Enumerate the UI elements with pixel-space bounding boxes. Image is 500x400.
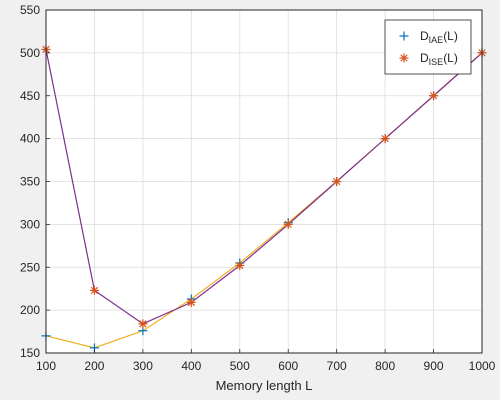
data-point-series-2 [283, 219, 293, 229]
data-point-series-2 [186, 297, 196, 307]
y-tick-label: 200 [20, 303, 40, 317]
x-tick-label: 600 [278, 359, 298, 373]
legend-box [384, 19, 472, 75]
series-line-2 [45, 49, 483, 325]
y-tick-label: 250 [20, 260, 40, 274]
x-tick-label: 200 [84, 359, 104, 373]
legend-entry-1: DIAE(L) [420, 29, 458, 45]
data-point-series-2 [235, 261, 245, 271]
legend-marker-1 [399, 31, 409, 41]
y-tick-label: 150 [20, 346, 40, 360]
data-point-series-2 [332, 177, 342, 186]
y-tick-label: 350 [20, 175, 40, 189]
data-point-series-2 [138, 319, 148, 329]
y-tick-label: 400 [20, 132, 40, 146]
x-tick-label: 800 [375, 359, 395, 373]
y-tick-label: 450 [20, 89, 40, 103]
data-point-series-2 [429, 91, 439, 101]
x-tick-label: 1000 [469, 359, 496, 373]
x-tick-label: 700 [327, 359, 347, 373]
x-tick-label: 400 [181, 359, 201, 373]
tick-layer: 100 200 300 400 500 600 700 800 900 1000 150 200 250… [20, 3, 496, 373]
x-tick-label: 900 [424, 359, 444, 373]
data-point-series-2 [380, 134, 390, 144]
x-axis-label: Memory length L [216, 378, 313, 393]
y-tick-label: 550 [20, 3, 40, 17]
y-tick-label: 300 [20, 217, 40, 231]
data-point-series-2 [89, 285, 99, 295]
y-tick-label: 500 [20, 46, 40, 60]
x-tick-label: 300 [133, 359, 153, 373]
legend: DIAE(L) DISE(L) [384, 19, 472, 75]
legend-marker-2 [399, 53, 409, 63]
x-tick-label: 100 [36, 359, 56, 373]
legend-entry-2: DISE(L) [420, 51, 458, 67]
x-tick-label: 500 [230, 359, 250, 373]
